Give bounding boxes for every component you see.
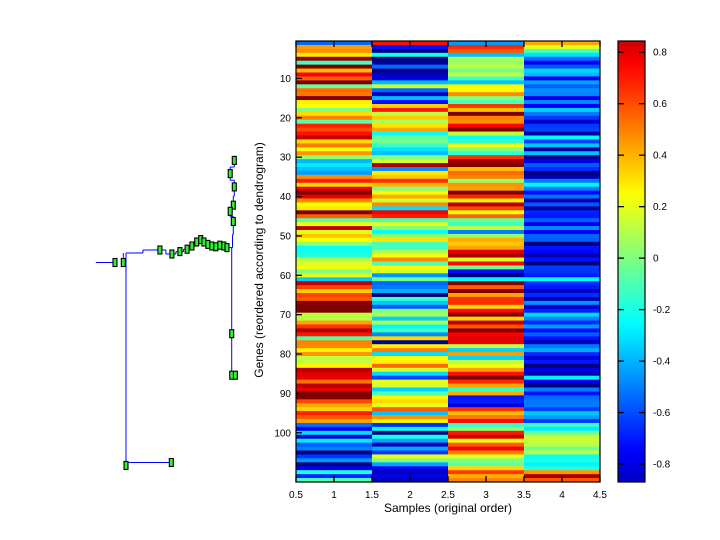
svg-text:0.2: 0.2 [653, 202, 667, 213]
svg-text:2.5: 2.5 [441, 490, 455, 501]
svg-text:1.5: 1.5 [365, 490, 379, 501]
svg-text:0.8: 0.8 [653, 48, 667, 59]
svg-text:0.4: 0.4 [653, 151, 667, 162]
svg-text:70: 70 [280, 310, 292, 321]
svg-text:20: 20 [280, 113, 292, 124]
svg-text:Samples (original order): Samples (original order) [384, 501, 512, 515]
svg-text:-0.8: -0.8 [653, 460, 671, 471]
svg-text:-0.2: -0.2 [653, 305, 671, 316]
svg-text:10: 10 [280, 74, 292, 85]
svg-text:-0.6: -0.6 [653, 408, 671, 419]
svg-text:100: 100 [274, 428, 291, 439]
svg-text:3.5: 3.5 [517, 490, 531, 501]
svg-text:Genes (reordered according to: Genes (reordered according to dendrogram… [252, 142, 266, 377]
svg-text:50: 50 [280, 231, 292, 242]
svg-text:90: 90 [280, 389, 292, 400]
svg-text:40: 40 [280, 192, 292, 203]
svg-text:4.5: 4.5 [593, 490, 607, 501]
svg-text:2: 2 [407, 490, 413, 501]
svg-text:1: 1 [331, 490, 337, 501]
svg-text:0: 0 [653, 254, 659, 265]
svg-text:30: 30 [280, 153, 292, 164]
svg-text:80: 80 [280, 350, 292, 361]
svg-text:0.5: 0.5 [289, 490, 303, 501]
svg-text:0.6: 0.6 [653, 99, 667, 110]
svg-text:60: 60 [280, 271, 292, 282]
svg-text:-0.4: -0.4 [653, 357, 671, 368]
svg-text:3: 3 [483, 490, 489, 501]
svg-text:4: 4 [559, 490, 565, 501]
